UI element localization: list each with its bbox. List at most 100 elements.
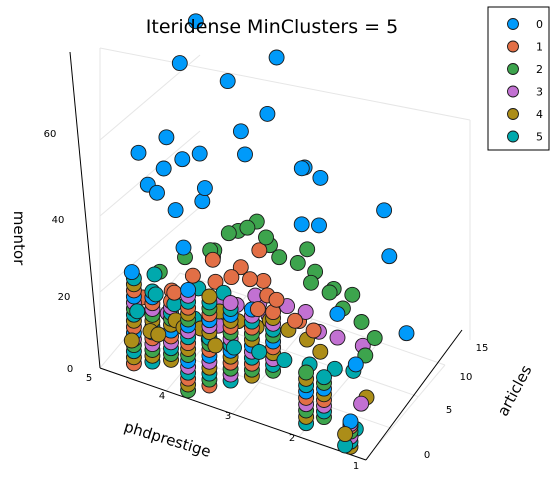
point-series-5 <box>316 369 332 386</box>
point-series-5 <box>226 339 242 356</box>
point-series-2 <box>366 330 383 346</box>
legend-label: 0 <box>536 18 543 31</box>
point-series-2 <box>220 225 237 242</box>
point-series-1 <box>249 301 266 318</box>
grid-line <box>99 206 201 293</box>
z-tick-label: 20 <box>58 292 71 303</box>
point-series-0 <box>293 160 310 177</box>
point-series-0 <box>180 281 197 298</box>
point-series-0 <box>219 73 236 90</box>
point-series-4 <box>207 337 224 354</box>
point-series-1 <box>166 284 183 301</box>
point-series-1 <box>207 273 224 290</box>
point-series-2 <box>258 229 274 246</box>
point-series-2 <box>353 314 370 330</box>
y-axis-label: articles <box>494 362 536 419</box>
x-tick-label: 2 <box>289 433 295 444</box>
point-series-1 <box>305 322 322 339</box>
data-points <box>123 13 415 455</box>
z-tick-label: 0 <box>67 364 73 375</box>
x-tick-label: 5 <box>86 373 92 384</box>
point-series-5 <box>147 286 164 303</box>
legend-marker <box>507 108 519 120</box>
point-series-0 <box>155 160 172 177</box>
point-series-0 <box>312 169 329 186</box>
z-axis-line <box>69 51 101 369</box>
grid-line <box>99 47 471 368</box>
point-series-1 <box>184 267 201 284</box>
point-series-1 <box>255 272 272 289</box>
point-series-1 <box>204 251 221 268</box>
x-tick-label: 1 <box>353 461 359 472</box>
x-tick-label: 3 <box>225 411 231 422</box>
x-axis-line <box>99 367 367 461</box>
point-series-2 <box>239 219 256 236</box>
point-series-0 <box>171 55 188 72</box>
point-series-2 <box>289 255 306 271</box>
legend-label: 3 <box>536 86 543 99</box>
point-series-3 <box>297 304 314 320</box>
point-series-5 <box>276 352 293 369</box>
y-tick-label: 0 <box>424 450 430 461</box>
point-series-2 <box>271 249 288 266</box>
grid-line <box>99 130 201 217</box>
point-series-0 <box>311 217 327 234</box>
point-series-2 <box>299 241 316 258</box>
legend-label: 4 <box>536 108 543 121</box>
point-series-0 <box>175 239 192 256</box>
y-tick-label: 10 <box>460 372 473 383</box>
point-series-1 <box>232 259 249 276</box>
x-axis-label: phdprestige <box>122 417 213 460</box>
point-series-0 <box>268 49 285 66</box>
point-series-0 <box>232 123 249 140</box>
point-series-0 <box>329 305 346 322</box>
legend-marker <box>507 130 519 143</box>
y-tick-label: 5 <box>446 405 452 416</box>
point-series-0 <box>130 144 147 161</box>
point-series-1 <box>223 269 240 286</box>
point-series-0 <box>149 184 165 201</box>
point-series-0 <box>174 151 191 168</box>
point-series-3 <box>222 295 239 311</box>
point-series-5 <box>146 266 163 283</box>
point-series-2 <box>303 274 319 291</box>
point-series-5 <box>129 303 146 320</box>
point-series-4 <box>337 426 354 443</box>
grid-line <box>364 364 446 461</box>
z-axis-label: mentor <box>10 211 28 266</box>
point-series-0 <box>123 264 140 281</box>
legend-label: 1 <box>536 41 543 54</box>
point-series-0 <box>398 325 415 342</box>
legend-marker <box>507 18 519 30</box>
z-tick-label: 40 <box>52 215 65 226</box>
legend-label: 5 <box>536 131 543 144</box>
point-series-0 <box>158 129 175 146</box>
legend-marker <box>507 85 519 98</box>
point-series-3 <box>353 395 370 412</box>
point-series-4 <box>123 332 140 349</box>
point-series-4 <box>150 326 167 343</box>
x-tick-label: 4 <box>159 391 165 402</box>
point-series-0 <box>191 145 208 162</box>
point-series-0 <box>237 146 253 163</box>
legend: 0 1 2 3 4 5 <box>487 6 550 151</box>
point-series-0 <box>293 216 310 233</box>
point-series-2 <box>344 286 361 303</box>
point-series-1 <box>242 271 258 288</box>
legend-marker <box>507 63 519 75</box>
point-series-0 <box>381 248 398 265</box>
point-series-1 <box>251 242 268 259</box>
legend-label: 2 <box>536 63 543 76</box>
y-tick-label: 15 <box>476 343 489 354</box>
point-series-1 <box>287 312 303 329</box>
legend-box <box>487 6 550 151</box>
point-series-4 <box>312 343 329 360</box>
point-series-0 <box>347 356 364 373</box>
point-series-0 <box>187 13 204 30</box>
chart-title: Iteridense MinClusters = 5 <box>146 16 398 38</box>
point-series-5 <box>326 360 343 377</box>
point-series-2 <box>321 284 338 301</box>
point-series-0 <box>196 180 213 197</box>
